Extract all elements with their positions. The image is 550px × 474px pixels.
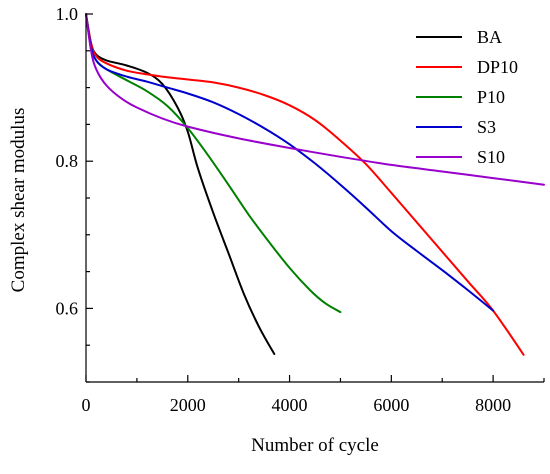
series-line-ba — [85, 13, 276, 355]
legend-label-dp10: DP10 — [477, 57, 518, 77]
y-tick-label: 0.6 — [56, 298, 79, 318]
legend-label-ba: BA — [477, 27, 502, 47]
legend: BA DP10 P10 S3 S10 — [416, 27, 518, 167]
series-line-s10 — [85, 13, 545, 186]
legend-label-p10: P10 — [477, 87, 505, 107]
series-line-s3 — [85, 13, 495, 312]
x-axis-label: Number of cycle — [251, 435, 379, 456]
x-tick-label: 8000 — [475, 395, 511, 415]
series-line-p10 — [85, 13, 342, 314]
y-tick-label: 1.0 — [56, 4, 79, 24]
axes: 0 2000 4000 6000 8000 0.6 0.8 1.0 — [56, 4, 545, 415]
y-tick-label: 0.8 — [56, 151, 79, 171]
series-lines — [85, 13, 545, 356]
series-line-dp10 — [85, 13, 525, 356]
x-tick-label: 6000 — [373, 395, 409, 415]
legend-label-s3: S3 — [477, 117, 496, 137]
legend-label-s10: S10 — [477, 147, 505, 167]
y-axis-label: Complex shear modulus — [8, 108, 29, 293]
x-tick-label: 0 — [82, 395, 91, 415]
x-tick-label: 2000 — [170, 395, 206, 415]
x-tick-label: 4000 — [272, 395, 308, 415]
